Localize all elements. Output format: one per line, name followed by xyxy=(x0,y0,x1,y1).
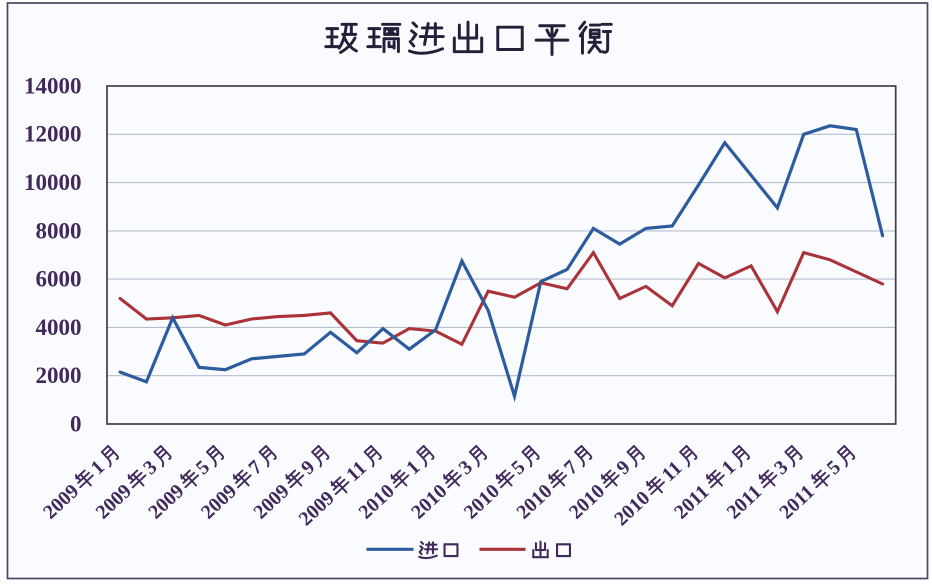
svg-text:0: 0 xyxy=(70,411,82,436)
svg-text:6000: 6000 xyxy=(36,267,82,292)
svg-text:8000: 8000 xyxy=(36,218,82,243)
svg-text:12000: 12000 xyxy=(24,122,82,147)
svg-text:2000: 2000 xyxy=(36,363,82,388)
svg-text:4000: 4000 xyxy=(36,315,82,340)
svg-text:14000: 14000 xyxy=(24,73,82,98)
svg-text:10000: 10000 xyxy=(24,170,82,195)
